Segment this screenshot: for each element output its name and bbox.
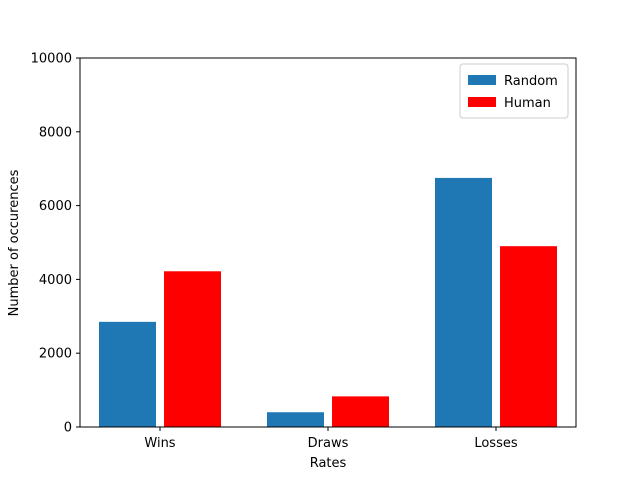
bars-group	[99, 177, 557, 427]
bar-random-draws	[267, 412, 324, 427]
bar-human-wins	[164, 271, 221, 427]
x-tick-label: Wins	[144, 436, 175, 451]
bar-random-wins	[99, 321, 156, 427]
legend: Random Human	[459, 63, 569, 119]
y-axis-label: Number of occurences	[7, 169, 22, 316]
bar-human-losses	[500, 246, 557, 427]
y-tick-label: 6000	[39, 199, 72, 214]
bar-random-losses	[435, 177, 492, 427]
legend-label-human: Human	[504, 96, 551, 111]
y-tick-label: 0	[64, 421, 72, 436]
legend-label-random: Random	[504, 74, 558, 89]
x-tick-label: Losses	[474, 436, 518, 451]
x-axis-label: Rates	[310, 456, 347, 471]
x-tick-label: Draws	[308, 436, 349, 451]
y-axis: 0 2000 4000 6000 8000 10000	[31, 52, 80, 436]
y-tick-label: 4000	[39, 273, 72, 288]
legend-swatch-human	[468, 97, 496, 107]
bar-human-draws	[332, 396, 389, 427]
x-axis: Wins Draws Losses	[144, 427, 518, 451]
y-tick-label: 8000	[39, 125, 72, 140]
y-tick-label: 10000	[31, 52, 72, 67]
y-tick-label: 2000	[39, 347, 72, 362]
legend-swatch-random	[468, 75, 496, 85]
